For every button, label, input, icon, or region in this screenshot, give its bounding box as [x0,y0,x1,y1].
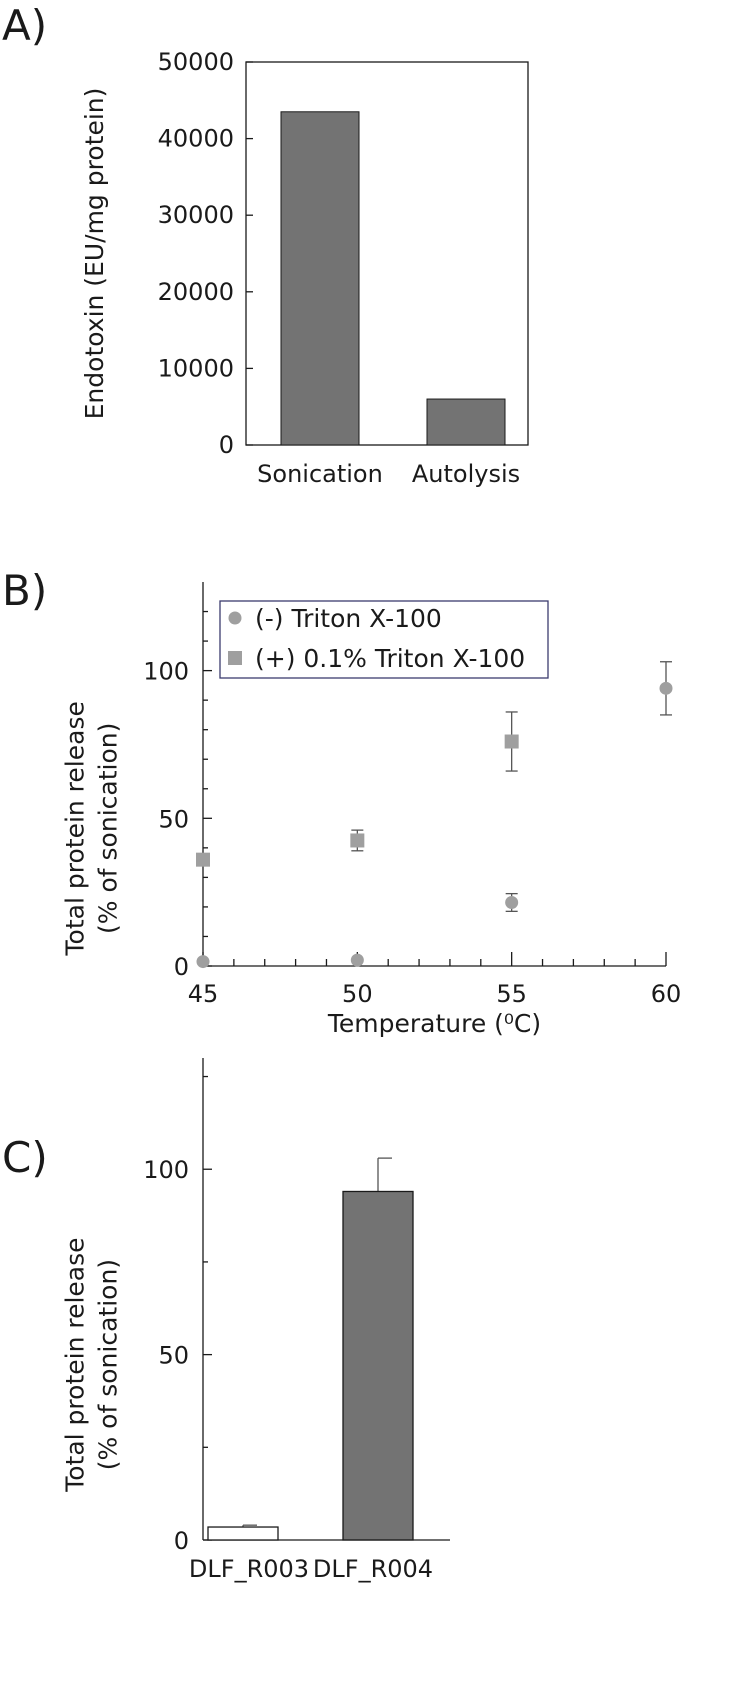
data-point-circle [659,681,673,695]
legend-label: (-) Triton X-100 [255,604,442,633]
data-point-circle [505,895,519,909]
x-tick-label: DLF_R004 [313,1555,433,1583]
bar-sonication [280,111,360,446]
y-tick-label: 100 [143,658,189,686]
x-tick-label: 45 [188,980,219,1008]
data-point-square [196,852,210,867]
y-tick-label: 40000 [158,125,234,153]
y-tick-label: 50000 [158,48,234,76]
chart-a-endotoxin: 0 10000 20000 30000 40000 50000 Sonication Auto… [80,48,529,488]
y-tick-label: 20000 [158,278,234,306]
chart-c-strain-bars: 0 50 100 DLF_R003 DLF_R004 Total protein rele… [61,1058,450,1583]
chart-a-frame [245,61,529,446]
y-axis-label-line: (% of sonication) [94,723,123,934]
y-axis-label: Endotoxin (EU/mg protein) [80,88,109,420]
x-axis-label: Temperature (⁰C) [327,1009,541,1038]
y-tick-label: 10000 [158,354,234,382]
legend-marker-square [228,651,242,665]
y-axis-label: Total protein release (% of sonication) [61,701,123,956]
data-point-circle [350,953,364,967]
legend-box [219,600,549,679]
x-tick-label: 55 [496,980,527,1008]
y-axis-label-line: Total protein release [61,1237,90,1492]
x-tick-label: 50 [342,980,373,1008]
y-tick-label: 0 [219,431,234,459]
x-tick-label: Sonication [257,460,383,488]
y-tick-label: 50 [158,1342,189,1370]
bar-autolysis [426,398,506,446]
y-axis-label-line: (% of sonication) [94,1259,123,1470]
data-point-circle [196,955,210,969]
y-axis-label-line: Endotoxin (EU/mg protein) [80,88,109,420]
y-tick-label: 100 [143,1156,189,1184]
x-tick-label: 60 [651,980,682,1008]
bar-dlf-r004 [342,1190,414,1541]
x-tick-label: DLF_R003 [189,1555,309,1583]
y-tick-label: 0 [174,953,189,981]
chart-b-temperature-scatter: 0 50 100 45 50 55 60 Temperature (⁰C) Total prot… [61,582,682,1038]
panel-c-label: C) [2,1133,48,1182]
x-tick-label: Autolysis [412,460,520,488]
y-tick-label: 50 [158,805,189,833]
bar-dlf-r003 [207,1526,279,1541]
y-axis-label: Total protein release (% of sonication) [61,1237,123,1492]
y-axis-label-line: Total protein release [61,701,90,956]
legend-marker-circle [228,611,242,625]
panel-b-label: B) [2,566,47,615]
y-tick-label: 30000 [158,201,234,229]
data-point-square [350,833,365,848]
data-point-square [504,734,519,749]
panel-a-label: A) [2,1,47,50]
legend-label: (+) 0.1% Triton X-100 [255,644,525,673]
y-tick-label: 0 [174,1527,189,1555]
